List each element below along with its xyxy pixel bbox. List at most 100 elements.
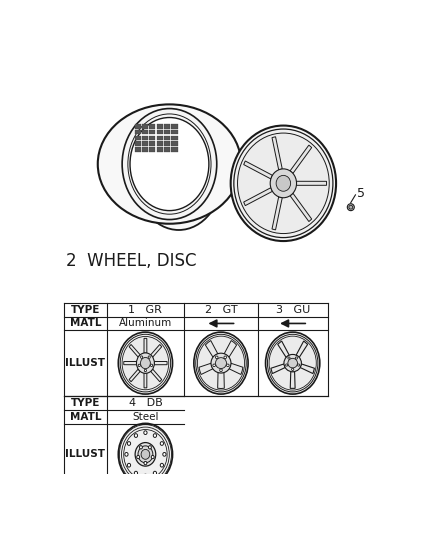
Ellipse shape: [153, 434, 156, 438]
Ellipse shape: [265, 332, 320, 394]
Bar: [149, 124, 155, 128]
Ellipse shape: [151, 455, 154, 459]
Ellipse shape: [139, 446, 142, 449]
Polygon shape: [300, 364, 314, 374]
Bar: [164, 147, 170, 152]
Polygon shape: [199, 364, 213, 375]
Ellipse shape: [98, 104, 241, 224]
Polygon shape: [272, 197, 282, 230]
Bar: [157, 135, 163, 140]
Ellipse shape: [297, 364, 300, 366]
Bar: [164, 141, 170, 146]
Polygon shape: [244, 188, 272, 206]
Ellipse shape: [160, 463, 163, 467]
Polygon shape: [290, 145, 312, 173]
Bar: [134, 135, 141, 140]
Ellipse shape: [226, 364, 229, 367]
Ellipse shape: [153, 471, 156, 475]
Bar: [171, 141, 177, 146]
Ellipse shape: [269, 336, 316, 390]
Ellipse shape: [138, 446, 153, 463]
Ellipse shape: [288, 357, 290, 359]
Bar: [157, 141, 163, 146]
Ellipse shape: [127, 463, 131, 467]
Text: 3   GU: 3 GU: [276, 304, 310, 314]
Text: MATL: MATL: [70, 411, 101, 422]
Ellipse shape: [215, 358, 226, 368]
Text: Aluminum: Aluminum: [119, 318, 172, 328]
Ellipse shape: [220, 369, 223, 372]
Text: TYPE: TYPE: [71, 398, 100, 408]
Bar: [157, 147, 163, 152]
Polygon shape: [154, 361, 167, 365]
Ellipse shape: [211, 353, 231, 373]
Bar: [171, 130, 177, 134]
Ellipse shape: [130, 117, 209, 211]
Ellipse shape: [148, 356, 150, 358]
Polygon shape: [290, 193, 312, 222]
Bar: [134, 124, 141, 128]
Bar: [149, 141, 155, 146]
Ellipse shape: [196, 334, 246, 392]
Ellipse shape: [137, 455, 140, 459]
Bar: [171, 147, 177, 152]
Text: ILLUST: ILLUST: [65, 358, 106, 368]
Bar: [149, 130, 155, 134]
Bar: [171, 135, 177, 140]
Ellipse shape: [284, 354, 301, 372]
Bar: [149, 135, 155, 140]
Ellipse shape: [198, 336, 244, 390]
Polygon shape: [205, 341, 218, 357]
Bar: [142, 130, 148, 134]
Bar: [134, 130, 141, 134]
Polygon shape: [290, 372, 295, 389]
Ellipse shape: [145, 369, 146, 372]
Polygon shape: [296, 341, 307, 357]
Polygon shape: [224, 341, 237, 357]
Ellipse shape: [270, 169, 297, 198]
Ellipse shape: [148, 446, 152, 449]
Ellipse shape: [122, 336, 169, 390]
Ellipse shape: [120, 334, 171, 392]
Polygon shape: [272, 137, 282, 170]
Ellipse shape: [213, 364, 215, 367]
Bar: [157, 124, 163, 128]
Text: MATL: MATL: [70, 318, 101, 328]
Ellipse shape: [141, 358, 150, 369]
Bar: [164, 124, 170, 128]
Bar: [142, 124, 148, 128]
Ellipse shape: [137, 353, 154, 373]
Bar: [134, 141, 141, 146]
Text: 2   GT: 2 GT: [205, 304, 237, 314]
Ellipse shape: [144, 474, 147, 478]
Ellipse shape: [347, 204, 354, 211]
Bar: [164, 130, 170, 134]
Ellipse shape: [151, 364, 152, 367]
Polygon shape: [124, 361, 137, 365]
Bar: [149, 147, 155, 152]
Ellipse shape: [163, 453, 166, 456]
Polygon shape: [229, 364, 243, 375]
Ellipse shape: [127, 442, 131, 446]
Ellipse shape: [231, 126, 336, 241]
Text: 5: 5: [357, 187, 365, 200]
Ellipse shape: [276, 175, 291, 191]
Polygon shape: [297, 181, 327, 185]
Ellipse shape: [144, 431, 147, 434]
Polygon shape: [218, 373, 224, 389]
Ellipse shape: [268, 334, 318, 392]
Ellipse shape: [135, 442, 156, 466]
Ellipse shape: [288, 358, 297, 368]
Polygon shape: [129, 369, 140, 382]
Ellipse shape: [349, 205, 353, 209]
Bar: [157, 130, 163, 134]
Polygon shape: [151, 344, 162, 357]
Polygon shape: [271, 364, 285, 374]
Ellipse shape: [118, 332, 173, 394]
Text: 4   DB: 4 DB: [128, 398, 162, 408]
Polygon shape: [144, 373, 147, 388]
Ellipse shape: [144, 462, 147, 465]
Bar: [142, 141, 148, 146]
Text: 2  WHEEL, DISC: 2 WHEEL, DISC: [66, 252, 196, 270]
Ellipse shape: [125, 453, 128, 456]
